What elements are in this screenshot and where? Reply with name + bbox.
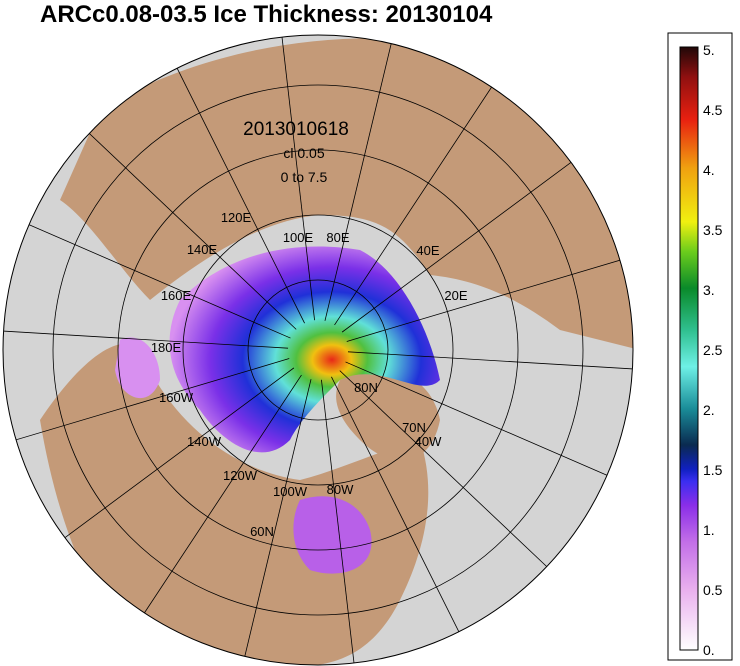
grid-label: 80E — [326, 230, 349, 245]
colorbar-label: 1.5 — [703, 462, 723, 478]
meridian — [170, 54, 305, 324]
graticule — [52, 84, 584, 616]
colorbar-label: 4. — [703, 162, 715, 178]
colorbar-label: 1. — [703, 522, 715, 538]
meridian — [331, 376, 466, 646]
colorbar-label: 0. — [703, 642, 715, 658]
meridian — [347, 351, 633, 371]
grid-label: 60N — [250, 524, 274, 539]
meridian — [78, 122, 297, 330]
north-america — [40, 343, 429, 665]
colorbar-label: 2. — [703, 402, 715, 418]
annotation: 2013010618 — [243, 119, 349, 140]
meridian — [339, 370, 558, 578]
grid-label: 140W — [187, 434, 222, 449]
meridian — [279, 35, 315, 321]
grid-label: 100E — [283, 230, 314, 245]
meridians — [3, 35, 633, 665]
meridian — [334, 74, 501, 326]
map-border — [2, 34, 634, 666]
meridian — [3, 358, 290, 445]
bering-ice — [115, 337, 160, 399]
meridian — [341, 153, 584, 333]
meridian — [52, 367, 295, 547]
title: ARCc0.08-03.5 Ice Thickness: 20130104 — [40, 1, 493, 28]
grid-label: 40E — [416, 243, 439, 258]
colorbar-label: 2.5 — [703, 342, 723, 358]
grid-label: 100W — [273, 484, 308, 499]
grid-label: 180E — [151, 340, 182, 355]
grid-label: 80W — [327, 482, 354, 497]
meridian — [345, 361, 621, 482]
colorbar-labels: 5. 4.5 4. 3.5 3. 2.5 2. 1.5 1. 0.5 0. — [703, 42, 723, 658]
meridian — [346, 255, 633, 342]
map — [3, 35, 633, 665]
grid-label: 160W — [159, 390, 194, 405]
colorbar-label: 3.5 — [703, 222, 723, 238]
annotation: 0 to 7.5 — [281, 169, 328, 185]
grid-label: 160E — [161, 288, 192, 303]
grid-label: 120E — [221, 210, 252, 225]
meridian — [135, 374, 302, 626]
sea-ice — [169, 246, 440, 453]
meridian — [3, 329, 289, 349]
meridian — [324, 35, 396, 321]
colorbar-label: 3. — [703, 282, 715, 298]
grid-label: 40W — [415, 434, 442, 449]
grid-label: 140E — [187, 242, 218, 257]
meridian — [321, 379, 357, 665]
grid-label: 80N — [354, 380, 378, 395]
colorbar — [679, 46, 699, 651]
hudson-bay-ice — [293, 496, 372, 574]
colorbar-label: 5. — [703, 42, 715, 58]
grid-labels: 120E 140E 100E 80E 40E 20E 160E 180E 160W 140W 120… — [151, 210, 468, 539]
grid-label: 120W — [223, 468, 258, 483]
colorbar-label: 4.5 — [703, 102, 723, 118]
meridian — [240, 379, 312, 665]
eurasia — [60, 38, 633, 350]
colorbar-label: 0.5 — [703, 582, 723, 598]
grid-label: 70N — [402, 420, 426, 435]
grid-label: 20E — [444, 288, 467, 303]
colorbar-frame — [667, 32, 733, 661]
meridian — [15, 218, 291, 339]
annotation: cl 0.05 — [283, 145, 324, 161]
